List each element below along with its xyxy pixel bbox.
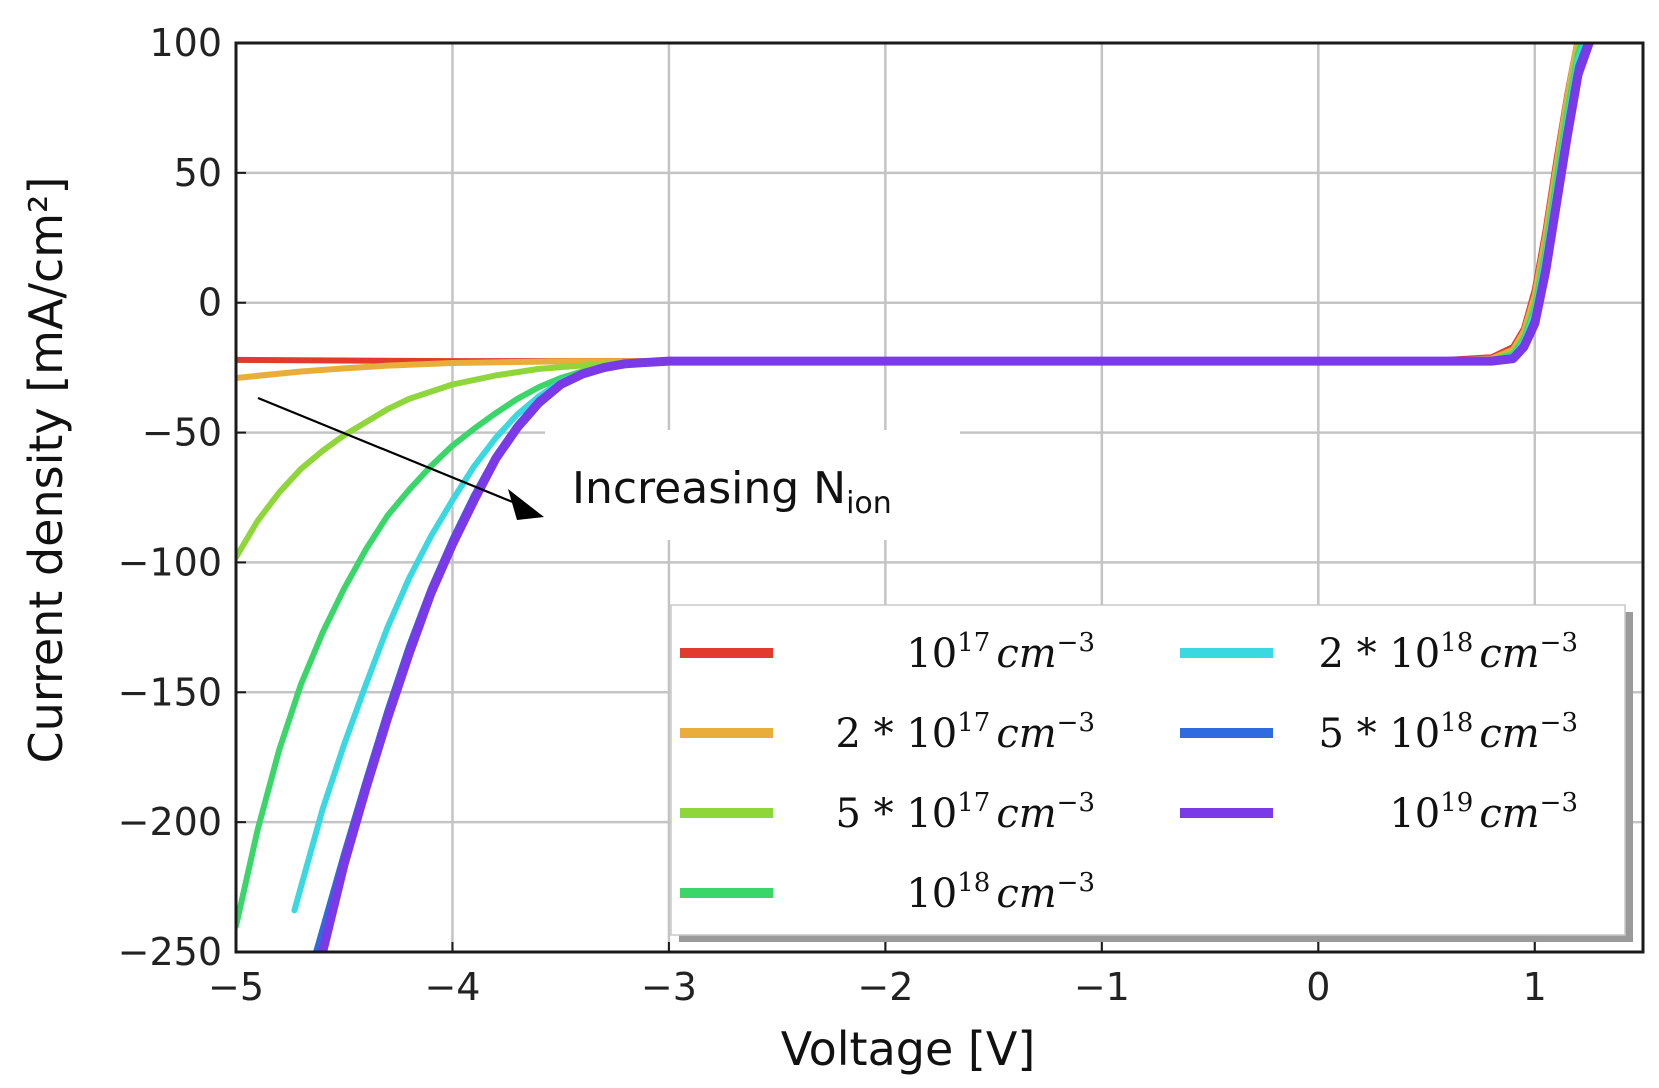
y-tick-label: 100 — [149, 21, 222, 65]
annotation-arrowhead — [508, 489, 544, 520]
x-tick-label: −4 — [424, 965, 480, 1009]
legend-item: 1019 cm−3 — [1180, 788, 1578, 837]
legend-item: 1017 cm−3 — [680, 628, 1095, 677]
legend-item: 1018 cm−3 — [680, 868, 1095, 917]
x-tick-label: 1 — [1523, 965, 1547, 1009]
legend-label: 5 * 1018 cm−3 — [1318, 708, 1578, 757]
y-tick-label: 0 — [198, 281, 222, 325]
legend-item: 2 * 1017 cm−3 — [680, 708, 1095, 757]
legend-label: 2 * 1017 cm−3 — [835, 708, 1095, 757]
legend-label: 1019 cm−3 — [1389, 788, 1578, 837]
series-line-7 — [318, 43, 1594, 952]
legend-item: 5 * 1018 cm−3 — [1180, 708, 1578, 757]
annotation-text: Increasing Nion — [572, 463, 892, 521]
legend-label: 1018 cm−3 — [906, 868, 1095, 917]
y-tick-label: −100 — [118, 540, 222, 584]
annotation-background — [545, 430, 960, 540]
y-tick-label: −200 — [118, 800, 222, 844]
plot-frame — [234, 41, 1645, 954]
y-axis-title: Current density [mA/cm²] — [19, 177, 73, 764]
y-tick-label: 50 — [174, 151, 222, 195]
annotation-arrow — [257, 396, 521, 507]
legend — [670, 604, 1626, 936]
y-tick-label: −50 — [142, 411, 222, 455]
x-tick-label: −5 — [208, 965, 264, 1009]
x-axis-title: Voltage [V] — [781, 1022, 1036, 1076]
series-layer — [236, 43, 1594, 952]
x-tick-labels: −5 −4 −3 −2 −1 0 1 — [208, 942, 1547, 1009]
legend-items: 1017 cm−3 2 * 1017 cm−3 5 * 1017 cm−3 1018 cm−3… — [680, 628, 1578, 917]
x-tick-label: −3 — [641, 965, 697, 1009]
legend-item: 5 * 1017 cm−3 — [680, 788, 1095, 837]
legend-label: 5 * 1017 cm−3 — [835, 788, 1095, 837]
x-tick-label: −2 — [857, 965, 913, 1009]
legend-item: 2 * 1018 cm−3 — [1180, 628, 1578, 677]
y-tick-labels: −250 −200 −150 −100 −50 0 50 100 — [118, 21, 246, 974]
x-tick-label: −1 — [1074, 965, 1130, 1009]
x-tick-label: 0 — [1306, 965, 1330, 1009]
y-tick-label: −150 — [118, 670, 222, 714]
y-tick-label: −250 — [118, 930, 222, 974]
legend-label: 1017 cm−3 — [906, 628, 1095, 677]
legend-label: 2 * 1018 cm−3 — [1318, 628, 1578, 677]
